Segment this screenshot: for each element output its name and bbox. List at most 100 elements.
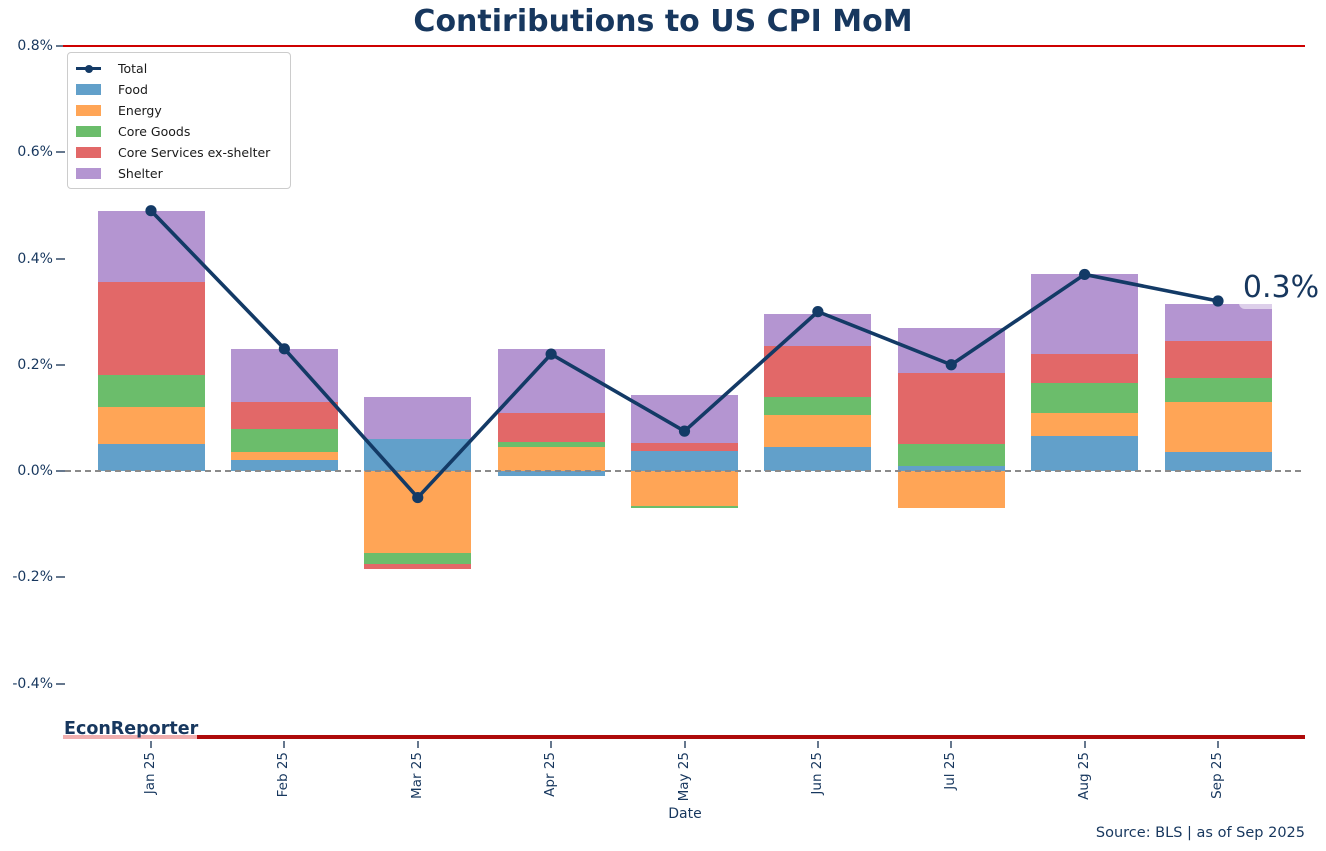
bar-segment-core-services-ex-shelter-apr-25	[497, 412, 605, 442]
y-tick-mark	[56, 682, 65, 685]
x-tick-label: Sep 25	[1209, 752, 1225, 799]
legend-item-total: Total	[68, 58, 290, 79]
y-tick-label: 0.6%	[17, 144, 53, 161]
x-tick-mark	[816, 741, 819, 748]
bar-segment-shelter-apr-25	[497, 348, 605, 413]
x-tick-mark	[150, 741, 152, 748]
legend-item-shelter: Shelter	[68, 163, 290, 184]
zero-gridline	[65, 470, 1305, 472]
y-tick-label: 0.2%	[17, 356, 53, 373]
x-tick-mark	[1217, 741, 1219, 748]
legend-color-swatch	[76, 168, 101, 179]
y-tick-mark	[56, 45, 65, 47]
x-tick-label: Feb 25	[275, 752, 292, 798]
bar-segment-energy-jun-25	[764, 415, 872, 448]
legend-label: Core Services ex-shelter	[118, 145, 271, 160]
bar-segment-shelter-feb-25	[230, 348, 338, 402]
bar-segment-core-goods-may-25	[631, 505, 738, 509]
x-tick-mark	[950, 741, 953, 748]
bar-segment-energy-apr-25	[497, 447, 605, 471]
legend-color-swatch	[76, 84, 101, 95]
bar-segment-core-goods-feb-25	[230, 428, 338, 453]
bar-segment-food-jan-25	[97, 444, 205, 471]
bar-segment-food-jun-25	[764, 447, 872, 471]
bar-segment-core-goods-jul-25	[897, 444, 1005, 466]
y-tick-label: -0.4%	[12, 675, 53, 692]
bar-segment-energy-may-25	[631, 471, 738, 506]
bar-segment-core-services-ex-shelter-may-25	[631, 443, 738, 452]
y-tick-label: -0.2%	[12, 569, 53, 586]
bar-segment-energy-sep-25	[1164, 401, 1272, 453]
bar-segment-core-services-ex-shelter-sep-25	[1164, 340, 1272, 379]
y-tick-mark	[56, 151, 65, 154]
x-tick-mark	[283, 741, 286, 748]
x-tick-mark	[1083, 741, 1086, 748]
bar-segment-energy-jul-25	[897, 471, 1005, 509]
bar-segment-core-services-ex-shelter-jul-25	[897, 372, 1005, 445]
watermark: EconReporter	[64, 719, 199, 739]
x-tick-label: Mar 25	[408, 752, 425, 799]
x-tick-mark	[550, 741, 553, 748]
bar-segment-core-services-ex-shelter-jun-25	[764, 346, 872, 397]
x-tick-label: Jun 25	[808, 752, 825, 795]
x-axis-title: Date	[668, 806, 702, 822]
bar-segment-energy-mar-25	[364, 471, 472, 554]
legend-color-swatch	[76, 105, 101, 116]
x-tick-label: Apr 25	[542, 752, 559, 797]
chart-title: Contiributions to US CPI MoM	[413, 4, 913, 39]
bar-segment-food-mar-25	[364, 439, 472, 471]
legend-color-swatch	[76, 147, 101, 158]
y-tick-label: 0.8%	[17, 38, 53, 54]
x-tick-label: Jul 25	[942, 752, 959, 790]
bar-segment-shelter-jan-25	[97, 210, 205, 283]
y-tick-label: 0.0%	[17, 463, 53, 479]
x-tick-mark	[416, 741, 419, 748]
legend-label: Core Goods	[118, 124, 191, 139]
bar-segment-core-goods-jun-25	[764, 396, 872, 416]
legend-line-swatch	[76, 63, 101, 74]
bar-segment-core-goods-aug-25	[1031, 383, 1139, 413]
bar-segment-food-may-25	[631, 451, 738, 471]
bar-segment-shelter-jul-25	[897, 327, 1005, 373]
y-tick-label: 0.4%	[17, 250, 53, 267]
bar-segment-shelter-aug-25	[1031, 274, 1139, 355]
bottom-red-rule-light-segment	[63, 735, 197, 739]
bar-segment-core-goods-apr-25	[497, 441, 605, 448]
bottom-red-rule	[197, 735, 1305, 739]
y-tick-mark	[56, 363, 65, 366]
bar-segment-core-services-ex-shelter-mar-25	[364, 563, 472, 570]
top-red-rule	[63, 45, 1305, 47]
bar-segment-shelter-jun-25	[764, 314, 872, 347]
legend-label: Total	[118, 61, 148, 76]
bar-segment-energy-feb-25	[230, 452, 338, 461]
y-tick-mark	[56, 576, 65, 579]
legend-label: Shelter	[118, 166, 163, 181]
source-note: Source: BLS | as of Sep 2025	[1095, 825, 1305, 841]
y-tick-mark	[56, 470, 65, 472]
total-annotation-text: 0.3%	[1242, 270, 1320, 305]
y-tick-mark	[56, 257, 65, 260]
bar-segment-core-goods-mar-25	[364, 553, 472, 564]
bar-segment-core-services-ex-shelter-feb-25	[230, 401, 338, 429]
legend-item-energy: Energy	[68, 100, 290, 121]
x-tick-label: Aug 25	[1075, 752, 1092, 800]
legend-label: Energy	[118, 103, 162, 118]
bar-segment-energy-aug-25	[1031, 412, 1139, 437]
legend: Total Food Energy Core Goods Core Services e…	[67, 52, 291, 189]
bar-segment-shelter-mar-25	[364, 396, 472, 440]
bar-segment-core-goods-sep-25	[1164, 378, 1272, 402]
bar-segment-shelter-sep-25	[1164, 303, 1272, 341]
bar-segment-food-aug-25	[1031, 436, 1139, 471]
bar-segment-core-services-ex-shelter-jan-25	[97, 282, 205, 376]
bar-segment-energy-jan-25	[97, 407, 205, 445]
legend-item-core-services-ex-shelter: Core Services ex-shelter	[68, 142, 290, 163]
x-tick-label: Jan 25	[142, 752, 158, 795]
legend-item-food: Food	[68, 79, 290, 100]
bar-segment-core-services-ex-shelter-aug-25	[1031, 354, 1139, 384]
total-annotation: 0.3%	[1239, 266, 1323, 309]
x-tick-mark	[683, 741, 686, 748]
legend-color-swatch	[76, 126, 101, 137]
bar-segment-food-sep-25	[1164, 452, 1272, 471]
legend-label: Food	[118, 82, 148, 97]
